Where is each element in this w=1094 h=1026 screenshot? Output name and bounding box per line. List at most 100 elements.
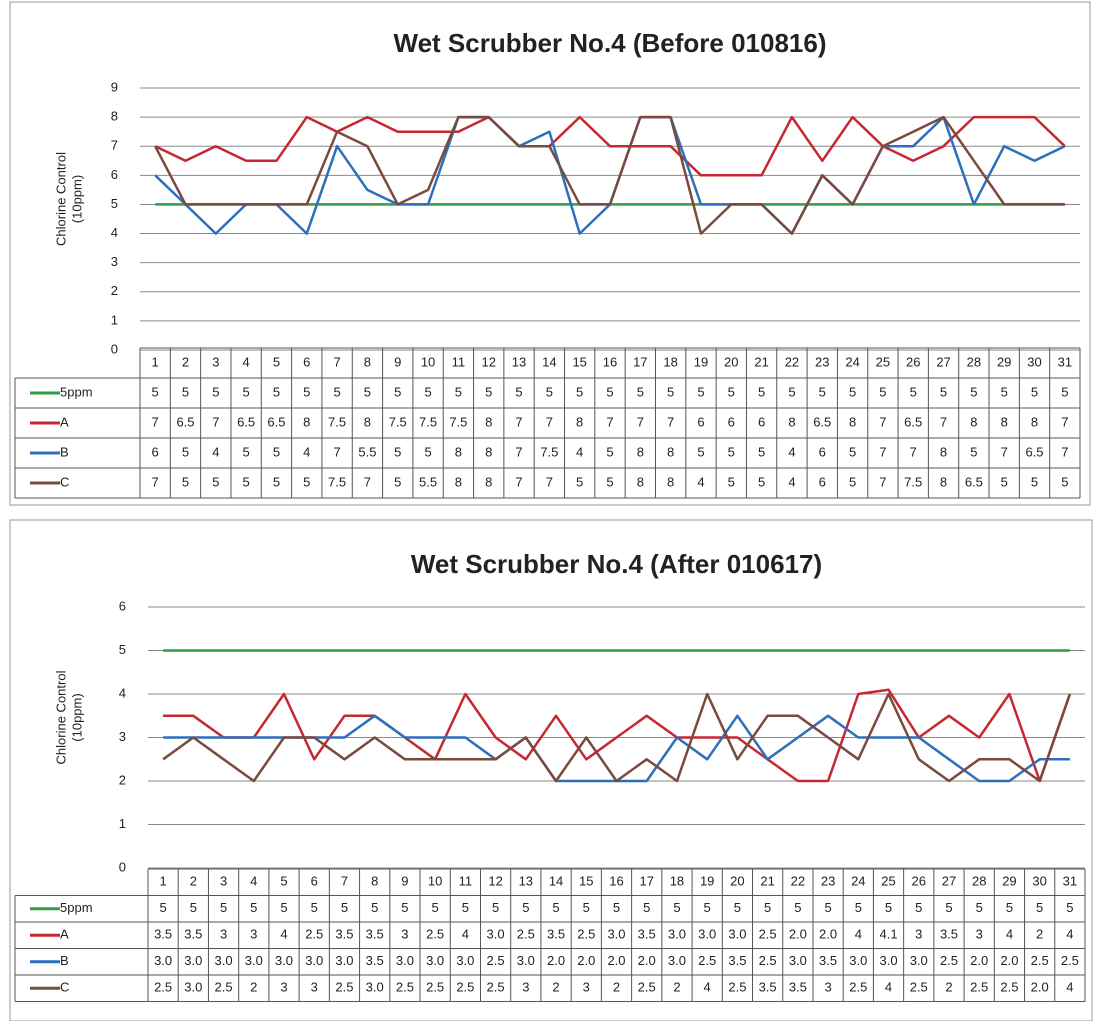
data-label: 5: [910, 384, 917, 399]
data-label: 3.5: [728, 953, 746, 968]
data-label: 5.5: [358, 444, 376, 459]
data-label: 5: [583, 900, 590, 915]
data-label: 5: [697, 444, 704, 459]
x-tick-label: 23: [815, 354, 829, 369]
data-label: 5: [637, 384, 644, 399]
data-label: 8: [576, 414, 583, 429]
data-label: 2.5: [638, 980, 656, 995]
x-tick-label: 27: [936, 354, 950, 369]
data-label: 3.5: [154, 927, 172, 942]
data-label: 5: [341, 900, 348, 915]
data-label: 4: [576, 444, 583, 459]
data-label: 5: [522, 900, 529, 915]
data-label: 8: [637, 474, 644, 489]
x-tick-label: 22: [791, 874, 805, 889]
data-label: 4: [788, 474, 795, 489]
data-label: 4: [212, 444, 219, 459]
data-label: 3.0: [426, 953, 444, 968]
data-label: 3.0: [487, 927, 505, 942]
data-label: 3.5: [366, 927, 384, 942]
data-label: 5: [462, 900, 469, 915]
data-label: 7: [546, 474, 553, 489]
data-label: 2: [250, 980, 257, 995]
data-label: 8: [1001, 414, 1008, 429]
x-tick-label: 20: [730, 874, 744, 889]
data-label: 7: [364, 474, 371, 489]
data-label: 5: [606, 444, 613, 459]
data-label: 5: [667, 384, 674, 399]
data-label: 3.0: [728, 927, 746, 942]
x-tick-label: 14: [542, 354, 556, 369]
x-tick-label: 24: [845, 354, 859, 369]
data-label: 7.5: [904, 474, 922, 489]
data-label: 2.5: [759, 953, 777, 968]
data-label: 4: [303, 444, 310, 459]
y-tick-label: 1: [119, 816, 126, 831]
data-label: 8: [455, 474, 462, 489]
data-label: 3.0: [184, 980, 202, 995]
data-label: 7: [333, 444, 340, 459]
x-tick-label: 8: [371, 874, 378, 889]
data-label: 5: [371, 900, 378, 915]
data-label: 5: [697, 384, 704, 399]
x-tick-label: 9: [394, 354, 401, 369]
data-label: 7: [1061, 414, 1068, 429]
y-tick-label: 0: [111, 341, 118, 356]
x-tick-label: 29: [997, 354, 1011, 369]
x-tick-label: 11: [459, 874, 473, 889]
x-tick-label: 25: [876, 354, 890, 369]
data-label: 5: [455, 384, 462, 399]
x-tick-label: 4: [250, 874, 257, 889]
data-label: 8: [788, 414, 795, 429]
data-label: 4: [462, 927, 469, 942]
data-label: 5: [940, 384, 947, 399]
data-label: 5: [182, 444, 189, 459]
data-label: 5: [819, 384, 826, 399]
data-label: 5: [885, 900, 892, 915]
data-label: 5: [273, 444, 280, 459]
data-label: 2.5: [335, 980, 353, 995]
x-tick-label: 6: [311, 874, 318, 889]
data-label: 7.5: [449, 414, 467, 429]
data-label: 5: [182, 384, 189, 399]
data-label: 7: [1061, 444, 1068, 459]
data-label: 5: [764, 900, 771, 915]
x-tick-label: 26: [906, 354, 920, 369]
x-tick-label: 19: [700, 874, 714, 889]
data-label: 3.5: [819, 953, 837, 968]
chart-frame: [9, 519, 1093, 1022]
legend-label: B: [60, 444, 69, 459]
data-label: 2.5: [698, 953, 716, 968]
x-tick-label: 7: [341, 874, 348, 889]
data-label: 6: [728, 414, 735, 429]
x-tick-label: 12: [481, 354, 495, 369]
x-tick-label: 22: [785, 354, 799, 369]
data-label: 5: [879, 384, 886, 399]
data-label: 8: [940, 474, 947, 489]
data-label: 2.5: [728, 980, 746, 995]
data-label: 6.5: [267, 414, 285, 429]
data-label: 7: [515, 444, 522, 459]
data-label: 3: [915, 927, 922, 942]
x-tick-label: 23: [821, 874, 835, 889]
x-tick-label: 27: [942, 874, 956, 889]
data-label: 3.5: [759, 980, 777, 995]
data-label: 7: [667, 414, 674, 429]
y-tick-label: 6: [119, 598, 126, 613]
data-label: 7: [606, 414, 613, 429]
data-label: 5: [613, 900, 620, 915]
data-label: 3.5: [547, 927, 565, 942]
x-tick-label: 15: [579, 874, 593, 889]
data-label: 2.5: [154, 980, 172, 995]
legend-label: 5ppm: [60, 900, 93, 915]
data-label: 2.0: [789, 927, 807, 942]
x-tick-label: 19: [694, 354, 708, 369]
data-label: 5: [424, 384, 431, 399]
y-tick-label: 0: [119, 859, 126, 874]
data-label: 7: [515, 414, 522, 429]
data-label: 6.5: [904, 414, 922, 429]
data-label: 5: [243, 444, 250, 459]
data-label: 3.0: [154, 953, 172, 968]
x-tick-label: 25: [881, 874, 895, 889]
data-label: 5: [970, 384, 977, 399]
